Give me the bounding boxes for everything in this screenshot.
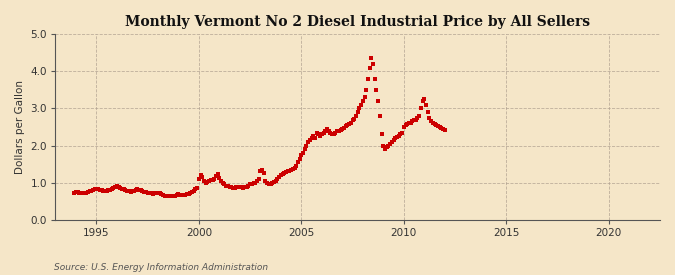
Title: Monthly Vermont No 2 Diesel Industrial Price by All Sellers: Monthly Vermont No 2 Diesel Industrial P…: [125, 15, 590, 29]
Y-axis label: Dollars per Gallon: Dollars per Gallon: [15, 80, 25, 174]
Text: Source: U.S. Energy Information Administration: Source: U.S. Energy Information Administ…: [54, 263, 268, 272]
